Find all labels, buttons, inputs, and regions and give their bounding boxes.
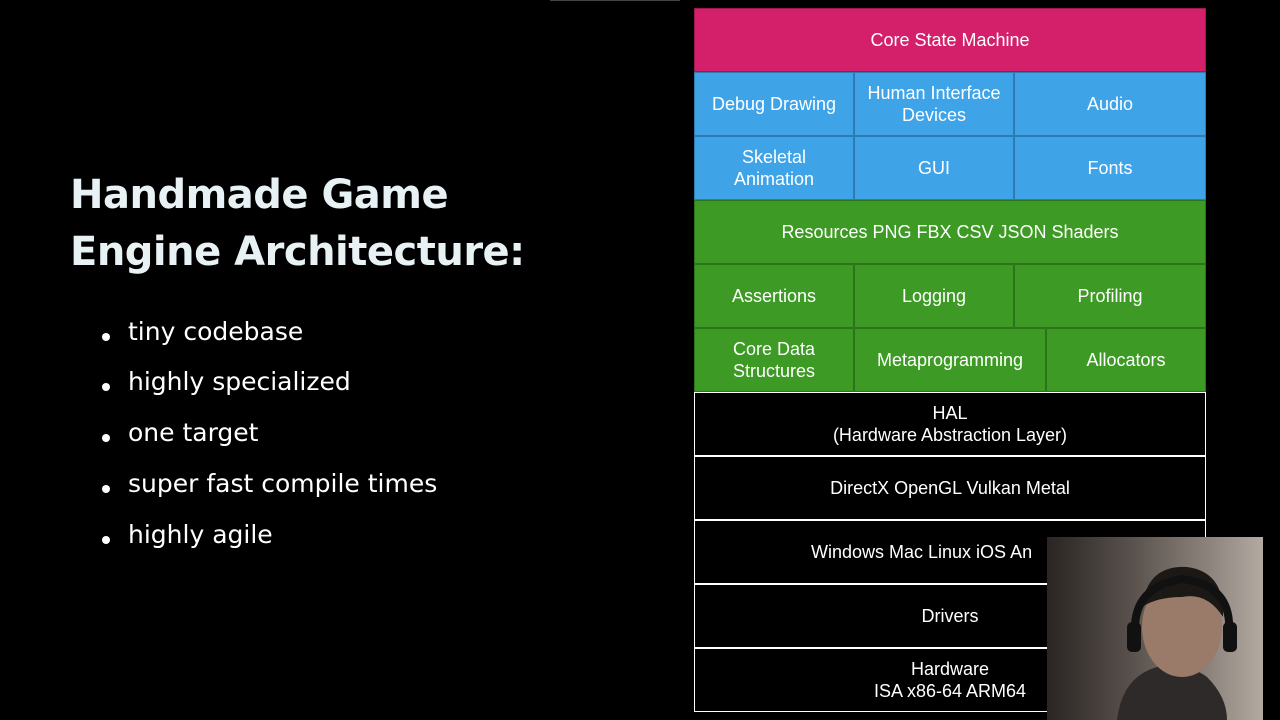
layer-cell: Metaprogramming — [854, 328, 1046, 392]
bullet-dot — [102, 485, 110, 493]
layer-cell: Skeletal Animation — [694, 136, 854, 200]
layer-cell: Profiling — [1014, 264, 1206, 328]
layer-cell: Resources PNG FBX CSV JSON Shaders — [694, 200, 1206, 264]
layer-cell: Core State Machine — [694, 8, 1206, 72]
bullet-item: tiny codebase — [128, 317, 304, 346]
bullet-item: highly specialized — [128, 367, 351, 396]
slide-title: Engine Architecture: — [70, 229, 525, 275]
bullet-item: super fast compile times — [128, 469, 438, 498]
layer-cell: Core Data Structures — [694, 328, 854, 392]
presenter — [1117, 566, 1237, 720]
slide-title: Handmade Game — [70, 172, 449, 218]
bullet-dot — [102, 383, 110, 391]
layer-cell: Assertions — [694, 264, 854, 328]
bullet-dot — [102, 434, 110, 442]
layer-cell: Allocators — [1046, 328, 1206, 392]
bullet-item: highly agile — [128, 520, 273, 549]
bullet-dot — [102, 333, 110, 341]
layer-cell: Human Interface Devices — [854, 72, 1014, 136]
layer-cell: Debug Drawing — [694, 72, 854, 136]
bullet-dot — [102, 536, 110, 544]
webcam-overlay — [1047, 537, 1263, 720]
layer-cell: Fonts — [1014, 136, 1206, 200]
layer-cell: GUI — [854, 136, 1014, 200]
layer-cell: Logging — [854, 264, 1014, 328]
layer-cell: Windows Mac Linux iOS An — [694, 520, 1206, 584]
bullet-item: one target — [128, 418, 259, 447]
layer-cell: HAL (Hardware Abstraction Layer) — [694, 392, 1206, 456]
layer-cell: Audio — [1014, 72, 1206, 136]
top-rule — [550, 0, 680, 1]
layer-cell: DirectX OpenGL Vulkan Metal — [694, 456, 1206, 520]
